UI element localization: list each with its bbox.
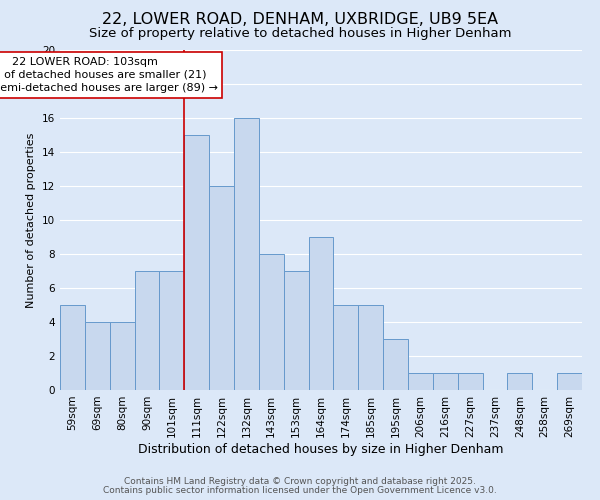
Bar [508,373,532,390]
Bar [134,271,160,390]
Bar [259,254,284,390]
Bar [433,373,458,390]
Bar [160,271,184,390]
Y-axis label: Number of detached properties: Number of detached properties [26,132,37,308]
Bar [408,373,433,390]
Bar [110,322,134,390]
Bar [234,118,259,390]
Bar [458,373,482,390]
Text: Size of property relative to detached houses in Higher Denham: Size of property relative to detached ho… [89,28,511,40]
Bar [334,305,358,390]
Text: 22 LOWER ROAD: 103sqm
← 19% of detached houses are smaller (21)
80% of semi-deta: 22 LOWER ROAD: 103sqm ← 19% of detached … [0,57,218,93]
Text: Contains public sector information licensed under the Open Government Licence v3: Contains public sector information licen… [103,486,497,495]
X-axis label: Distribution of detached houses by size in Higher Denham: Distribution of detached houses by size … [138,442,504,456]
Bar [284,271,308,390]
Bar [358,305,383,390]
Bar [85,322,110,390]
Bar [557,373,582,390]
Bar [184,135,209,390]
Bar [60,305,85,390]
Text: 22, LOWER ROAD, DENHAM, UXBRIDGE, UB9 5EA: 22, LOWER ROAD, DENHAM, UXBRIDGE, UB9 5E… [102,12,498,28]
Text: Contains HM Land Registry data © Crown copyright and database right 2025.: Contains HM Land Registry data © Crown c… [124,477,476,486]
Bar [383,339,408,390]
Bar [308,237,334,390]
Bar [209,186,234,390]
